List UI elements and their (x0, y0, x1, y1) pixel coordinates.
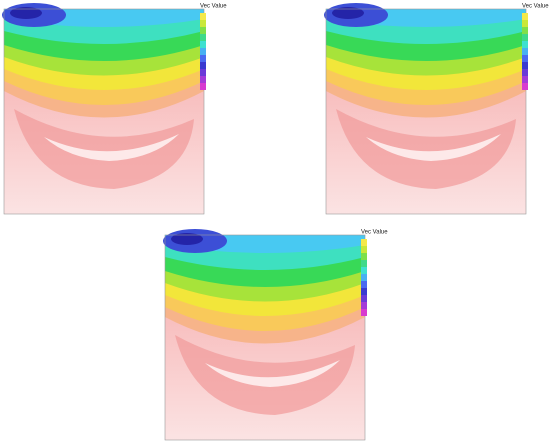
panel: Vec Value (1, 2, 227, 215)
color-bar (361, 239, 367, 316)
panel: Vec Value (162, 228, 388, 441)
color-bar (522, 13, 528, 90)
panel: Vec Value (323, 2, 549, 215)
color-bar (200, 13, 206, 90)
vector-field (1, 2, 205, 215)
legend-title: Vec Value (361, 230, 388, 236)
vector-field (162, 228, 366, 441)
legend-title: Vec Value (522, 4, 549, 10)
vector-field (323, 2, 527, 215)
legend-title: Vec Value (200, 4, 227, 10)
